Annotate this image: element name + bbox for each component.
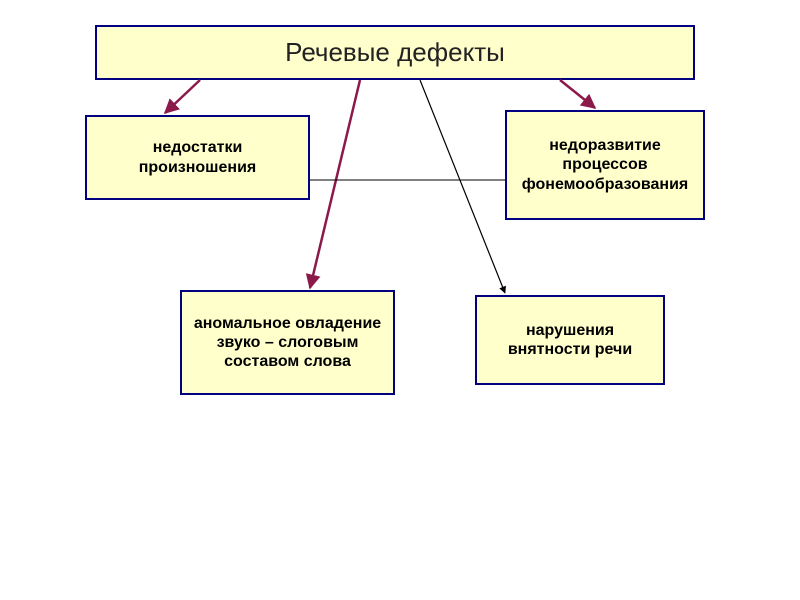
node-sound-syllable: аномальное овладение звуко – слоговым со… <box>180 290 395 395</box>
node-label: нарушения внятности речи <box>487 321 653 359</box>
edge-title-n1 <box>165 80 200 113</box>
title-box: Речевые дефекты <box>95 25 695 80</box>
edge-title-n3 <box>310 80 360 288</box>
edge-title-n4 <box>420 80 505 293</box>
arrows-layer <box>0 0 800 600</box>
node-phoneme-formation: недоразвитие процессов фонемообразования <box>505 110 705 220</box>
edge-title-n2 <box>560 80 595 108</box>
node-speech-clarity: нарушения внятности речи <box>475 295 665 385</box>
node-label: аномальное овладение звуко – слоговым со… <box>192 314 383 372</box>
node-label: недоразвитие процессов фонемообразования <box>517 136 693 194</box>
node-label: недостатки произношения <box>97 138 298 176</box>
node-pronunciation-defects: недостатки произношения <box>85 115 310 200</box>
title-text: Речевые дефекты <box>285 37 505 68</box>
